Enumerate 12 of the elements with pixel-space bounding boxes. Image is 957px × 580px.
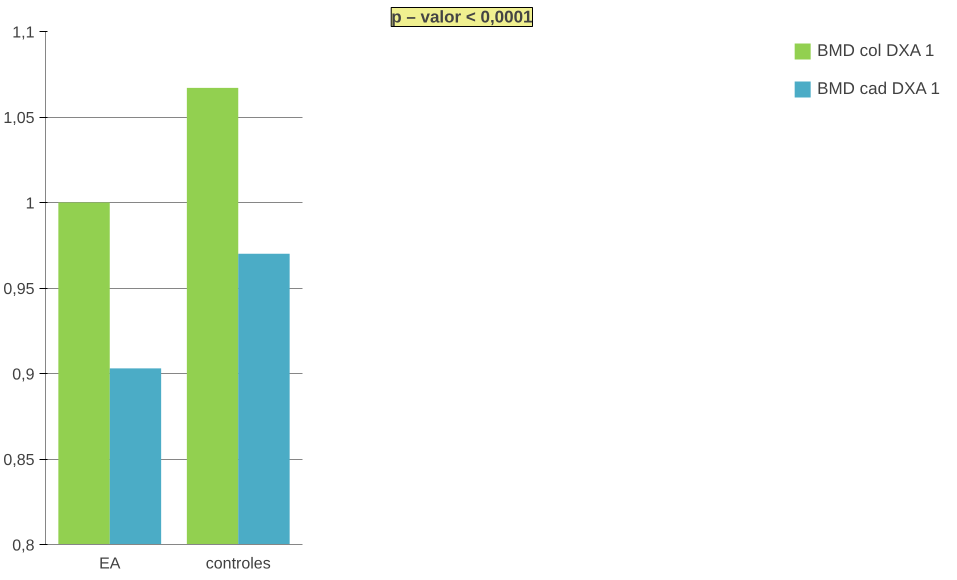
text: p – valor < 0,0001 bbox=[391, 8, 533, 26]
y-tick-label: 0,95 bbox=[3, 281, 35, 298]
legend-label: BMD col DXA 1 bbox=[817, 41, 934, 61]
legend-label: BMD cad DXA 1 bbox=[817, 79, 940, 99]
y-tick-label: 1 bbox=[26, 196, 35, 212]
x-tick-label: EA bbox=[99, 556, 121, 572]
y-tick-label: 1,1 bbox=[12, 24, 35, 42]
y-tick-label: 0,8 bbox=[12, 538, 35, 554]
y-tick-label: 0,85 bbox=[3, 452, 35, 469]
y-tick-label: 0,9 bbox=[12, 366, 35, 384]
x-tick-label: controles bbox=[206, 556, 271, 572]
y-tick-label: 1,05 bbox=[3, 110, 35, 127]
